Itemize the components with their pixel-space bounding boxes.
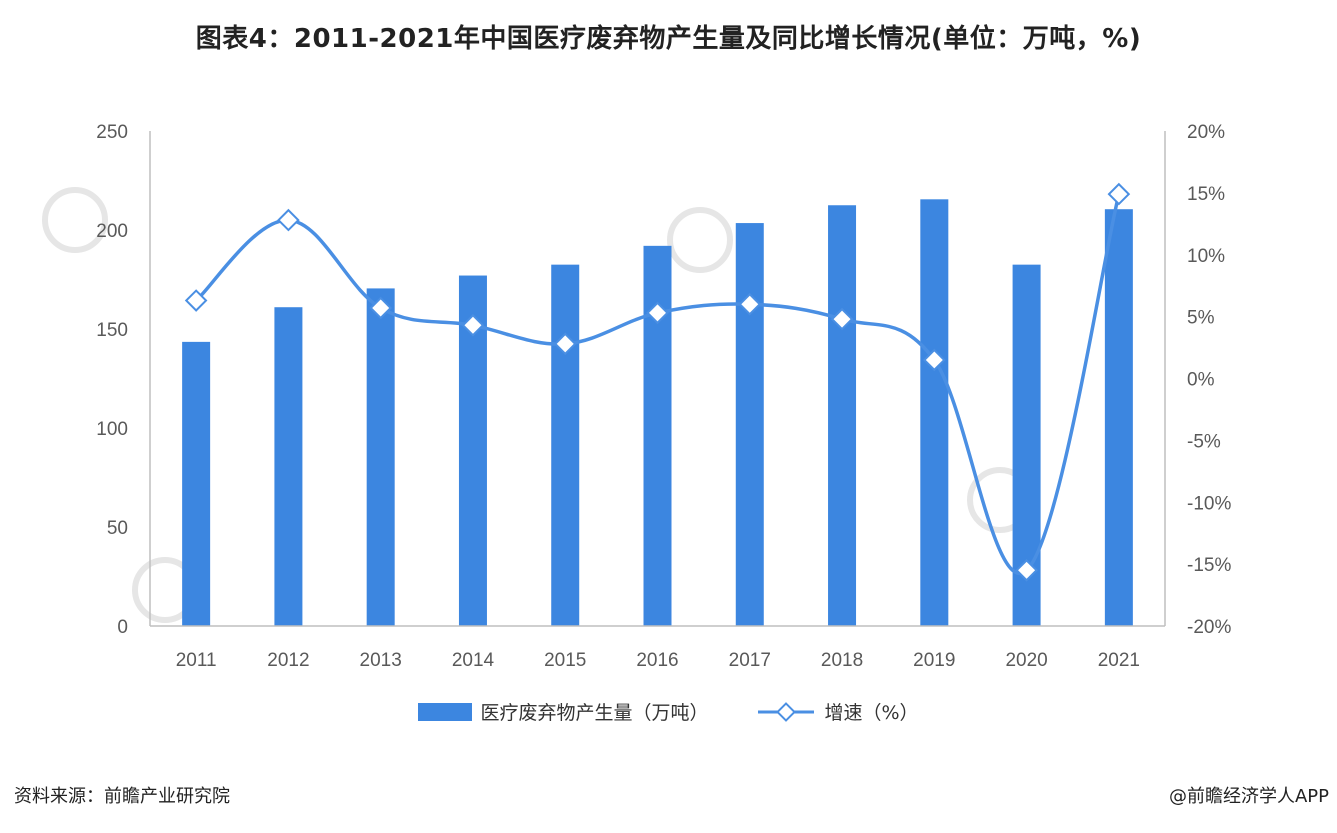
y-left-tick-label: 150	[96, 320, 128, 341]
bar-series	[182, 199, 1133, 626]
source-note: 资料来源：前瞻产业研究院	[14, 786, 230, 807]
x-tick-label: 2015	[544, 650, 586, 671]
y-right-tick-label: 5%	[1187, 308, 1215, 329]
y-left-tick-label: 0	[117, 617, 128, 638]
line-point	[646, 301, 669, 325]
x-tick-label: 2019	[913, 650, 955, 671]
x-tick-label: 2017	[729, 650, 771, 671]
bar	[182, 341, 211, 626]
line-point	[923, 348, 946, 372]
x-tick-label: 2021	[1098, 650, 1140, 671]
y-left-tick-label: 250	[96, 122, 128, 143]
legend-item-bar: 医疗废弃物产生量（万吨）	[418, 698, 708, 725]
y-left-tick-label: 100	[96, 419, 128, 440]
y-right-tick-label: -5%	[1187, 431, 1221, 452]
legend-item-line: 增速（%）	[756, 698, 919, 725]
y-right-tick-label: 0%	[1187, 370, 1215, 391]
x-tick-label: 2016	[636, 650, 678, 671]
x-tick-label: 2018	[821, 650, 863, 671]
bar	[366, 288, 395, 626]
watermark-logo-icon	[667, 207, 733, 273]
y-right-tick-label: -10%	[1187, 493, 1231, 514]
line-point	[184, 289, 208, 312]
chart-title: 图表4：2011-2021年中国医疗废弃物产生量及同比增长情况(单位：万吨，%)	[195, 24, 1142, 54]
legend-line-label: 增速（%）	[824, 702, 919, 724]
watermark-logo-icon	[42, 187, 108, 253]
y-right-tick-label: 10%	[1187, 246, 1225, 267]
x-tick-label: 2011	[176, 650, 217, 671]
axes: 0 50 100 150 200 250 -20% -15% -10% -5% 0% 5% 10% 15%…	[96, 122, 1231, 671]
y-right-tick-label: 15%	[1187, 184, 1225, 205]
bar	[1104, 209, 1133, 626]
bar	[551, 264, 580, 626]
legend-line-swatch	[758, 701, 815, 722]
x-tick-label: 2020	[1005, 650, 1047, 671]
bar	[274, 307, 303, 626]
line-point	[369, 296, 392, 320]
y-right-tick-label: -15%	[1187, 555, 1231, 576]
y-left-tick-label: 50	[107, 518, 128, 539]
line-point	[1015, 558, 1038, 582]
y-right-tick-label: 20%	[1187, 122, 1225, 143]
bar	[920, 199, 949, 626]
bar	[735, 223, 764, 626]
credit-note: @前瞻经济学人APP	[1168, 786, 1329, 807]
line-point	[1107, 182, 1131, 206]
legend: 医疗废弃物产生量（万吨） 增速（%）	[0, 698, 1337, 725]
x-tick-label: 2012	[267, 650, 309, 671]
x-tick-label: 2014	[452, 650, 495, 671]
legend-bar-swatch	[418, 702, 473, 721]
line-point	[277, 208, 300, 232]
bar	[828, 205, 857, 626]
line-point	[461, 313, 485, 337]
line-series	[184, 182, 1131, 582]
line-point	[830, 307, 854, 331]
line-point	[738, 292, 762, 316]
y-right-tick-label: -20%	[1187, 617, 1231, 638]
legend-bar-label: 医疗废弃物产生量（万吨）	[480, 702, 709, 724]
x-tick-label: 2013	[360, 650, 402, 671]
line-point	[553, 332, 577, 356]
y-left-tick-label: 200	[96, 221, 128, 242]
